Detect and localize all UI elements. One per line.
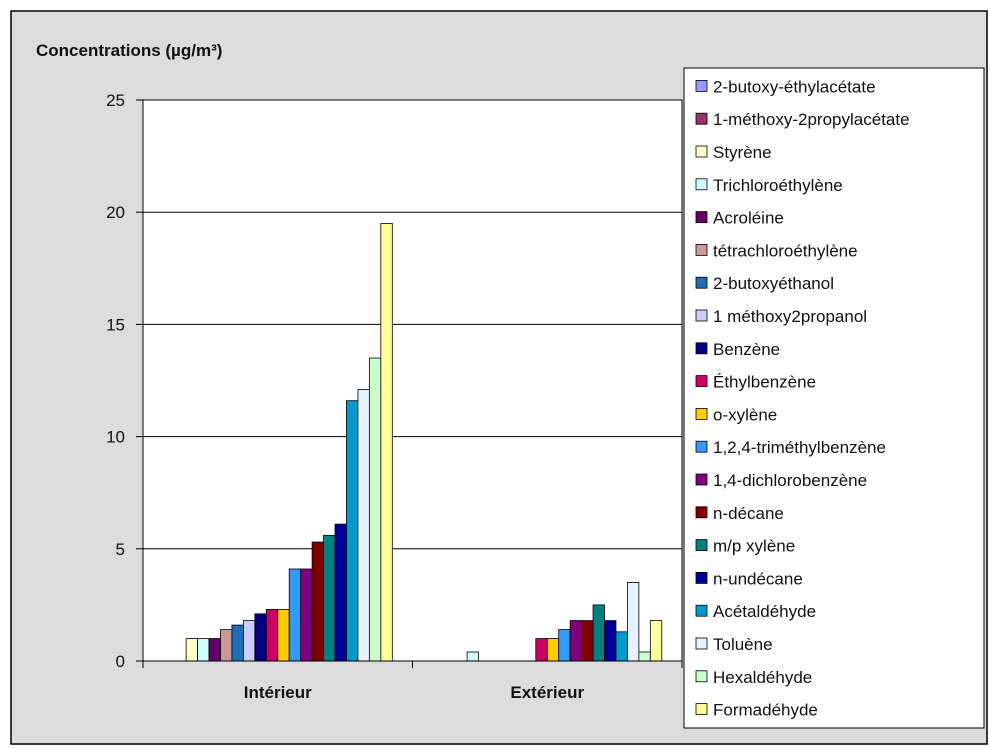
- bar: [185, 638, 198, 662]
- legend-swatch: [695, 80, 708, 92]
- legend-swatch: [695, 342, 708, 355]
- bar: [277, 608, 290, 662]
- bar: [346, 400, 359, 662]
- legend-swatch: [695, 637, 708, 650]
- legend-swatch: [695, 145, 708, 158]
- bar: [627, 582, 640, 662]
- bars-layer: [185, 223, 663, 662]
- legend-label: 1,4-dichlorobenzène: [713, 471, 867, 490]
- legend-label: Éthylbenzène: [713, 373, 816, 392]
- bar: [615, 631, 628, 662]
- grid-layer: [143, 99, 682, 550]
- bar: [323, 534, 336, 662]
- legend-label: Styrène: [713, 143, 772, 162]
- legend-swatch: [695, 407, 708, 420]
- legend-swatch: [695, 473, 708, 486]
- bar: [535, 638, 548, 662]
- legend-swatch: [695, 703, 708, 715]
- y-tick-label: 20: [106, 203, 125, 222]
- legend-label: Benzène: [713, 340, 780, 359]
- legend-swatch: [695, 375, 708, 388]
- legend-label: n-undécane: [713, 569, 803, 588]
- legend-swatch: [695, 604, 708, 617]
- legend-swatch: [695, 178, 708, 191]
- bar: [368, 357, 382, 662]
- legend-swatch: [695, 112, 708, 125]
- y-tick-label: 10: [106, 428, 125, 447]
- legend-label: 1 méthoxy2propanol: [713, 307, 867, 326]
- legend-label: n-décane: [713, 504, 784, 523]
- bar: [592, 604, 605, 662]
- y-tick-label: 0: [116, 652, 125, 671]
- bar: [581, 620, 594, 662]
- axes-layer: 0 5 10 15 20 25 Intérieur Extérieur: [106, 91, 683, 702]
- bar: [311, 541, 324, 662]
- bar: [604, 620, 617, 662]
- legend-label: Hexaldéhyde: [713, 668, 812, 687]
- legend-label: 2-butoxyéthanol: [713, 274, 834, 293]
- bar: [334, 523, 347, 662]
- bar: [242, 620, 256, 662]
- legend-swatch: [695, 440, 708, 453]
- y-tick-label: 15: [106, 315, 125, 334]
- bar: [265, 608, 279, 662]
- legend-swatch: [695, 243, 708, 256]
- bar: [231, 624, 244, 662]
- bar: [569, 620, 583, 662]
- legend-swatch: [695, 211, 708, 224]
- bar: [649, 620, 663, 662]
- legend-label: o-xylène: [713, 405, 777, 424]
- legend-label: 1-méthoxy-2propylacétate: [713, 110, 910, 129]
- bar: [466, 651, 479, 662]
- legend-label: Toluène: [713, 635, 773, 654]
- legend-box: [683, 67, 985, 729]
- legend-swatch: [695, 309, 708, 322]
- bar: [254, 613, 267, 662]
- bar: [300, 568, 313, 662]
- legend-label: Formadéhyde: [713, 701, 818, 720]
- plot-area: [142, 99, 683, 662]
- legend-swatch: [695, 506, 708, 519]
- x-tick-label: Extérieur: [510, 683, 584, 702]
- bar: [380, 223, 393, 662]
- y-tick-label: 5: [116, 540, 125, 559]
- legend: 2-butoxy-éthylacétate 1-méthoxy-2propylac…: [695, 77, 910, 720]
- bar: [220, 629, 233, 662]
- bar: [197, 638, 210, 662]
- legend-swatch: [695, 670, 708, 683]
- bar: [208, 638, 221, 662]
- bar: [558, 629, 571, 662]
- legend-label: Acroléine: [713, 209, 784, 228]
- bar: [638, 651, 651, 662]
- bar: [546, 638, 560, 662]
- legend-label: Acétaldéhyde: [713, 602, 816, 621]
- legend-swatch: [695, 539, 708, 551]
- x-tick-label: Intérieur: [244, 683, 312, 702]
- legend-label: m/p xylène: [713, 537, 795, 556]
- bar: [288, 568, 302, 662]
- bar: [357, 389, 370, 662]
- chart-title: Concentrations (µg/m³): [36, 41, 222, 60]
- legend-label: tétrachloroéthylène: [713, 241, 858, 260]
- legend-swatch: [695, 276, 708, 289]
- legend-label: 2-butoxy-éthylacétate: [713, 77, 876, 96]
- legend-label: Trichloroéthylène: [713, 176, 843, 195]
- legend-label: 1,2,4-triméthylbenzène: [713, 438, 886, 457]
- y-tick-label: 25: [106, 91, 125, 110]
- legend-swatch: [695, 572, 708, 584]
